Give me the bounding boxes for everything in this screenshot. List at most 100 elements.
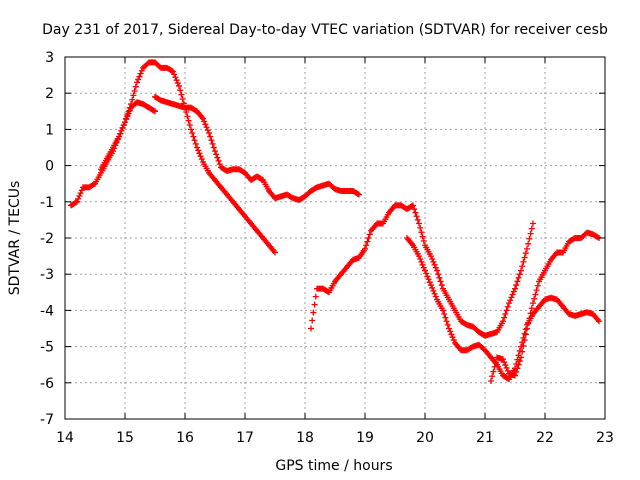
data-point bbox=[128, 101, 134, 108]
data-point bbox=[527, 230, 534, 237]
data-point bbox=[530, 300, 536, 307]
data-point bbox=[520, 258, 527, 265]
series-3 bbox=[152, 93, 362, 203]
data-point bbox=[428, 253, 434, 260]
data-point bbox=[210, 144, 217, 151]
data-point bbox=[136, 73, 143, 80]
data-point bbox=[124, 111, 131, 118]
data-point bbox=[356, 191, 362, 198]
y-tick-label: -5 bbox=[40, 340, 54, 356]
data-point bbox=[365, 235, 372, 241]
data-point bbox=[414, 216, 421, 223]
data-point bbox=[198, 156, 205, 163]
data-point bbox=[527, 310, 534, 317]
data-point bbox=[507, 297, 514, 304]
data-point bbox=[430, 258, 437, 265]
data-point bbox=[447, 328, 454, 335]
data-point bbox=[208, 137, 215, 144]
data-point bbox=[186, 122, 193, 129]
data-point bbox=[518, 354, 524, 361]
data-point bbox=[440, 307, 446, 314]
data-point bbox=[531, 295, 538, 302]
series-6 bbox=[488, 229, 602, 384]
data-point bbox=[309, 317, 316, 324]
y-tick-label: -2 bbox=[40, 231, 54, 247]
data-point bbox=[120, 122, 127, 129]
data-point bbox=[197, 153, 204, 160]
data-point bbox=[117, 130, 124, 137]
data-point bbox=[488, 377, 494, 384]
y-tick-label: -6 bbox=[40, 376, 54, 392]
data-point bbox=[431, 290, 438, 297]
y-tick-label: 0 bbox=[45, 159, 54, 175]
data-point bbox=[425, 276, 432, 283]
data-point bbox=[446, 325, 452, 332]
data-point bbox=[503, 307, 510, 314]
y-tick-label: 3 bbox=[45, 50, 54, 66]
data-point bbox=[416, 220, 422, 227]
data-point bbox=[201, 118, 208, 125]
data-point bbox=[173, 77, 180, 84]
data-point bbox=[521, 337, 528, 344]
data-point bbox=[203, 124, 210, 131]
data-point bbox=[432, 264, 439, 271]
data-point bbox=[530, 220, 536, 227]
data-series bbox=[68, 59, 602, 384]
data-point bbox=[413, 213, 420, 220]
data-point bbox=[525, 320, 532, 327]
data-point bbox=[134, 79, 140, 86]
data-point bbox=[526, 235, 533, 242]
data-point bbox=[185, 117, 192, 124]
data-point bbox=[150, 107, 157, 114]
x-tick-label: 16 bbox=[176, 430, 194, 446]
data-point bbox=[492, 359, 499, 366]
data-point bbox=[119, 124, 126, 131]
data-point bbox=[506, 300, 512, 307]
data-point bbox=[195, 147, 202, 154]
data-point bbox=[312, 293, 319, 300]
data-point bbox=[424, 273, 431, 280]
x-tick-label: 15 bbox=[116, 430, 134, 446]
data-point bbox=[311, 301, 318, 308]
data-point bbox=[524, 325, 530, 332]
data-point bbox=[443, 318, 450, 325]
data-point bbox=[510, 288, 517, 295]
data-point bbox=[194, 144, 200, 151]
data-point bbox=[412, 209, 419, 216]
data-point bbox=[513, 368, 520, 375]
axis-ticks bbox=[64, 56, 606, 420]
data-point bbox=[512, 372, 518, 379]
data-point bbox=[520, 342, 527, 349]
data-point bbox=[522, 250, 529, 257]
data-point bbox=[118, 127, 125, 134]
data-point bbox=[75, 195, 82, 202]
data-point bbox=[436, 274, 443, 281]
grid-lines bbox=[65, 57, 605, 419]
y-tick-label: -3 bbox=[40, 267, 54, 283]
data-point bbox=[135, 76, 142, 83]
data-point bbox=[207, 133, 214, 140]
data-point bbox=[137, 70, 144, 77]
data-point bbox=[429, 284, 436, 291]
data-point bbox=[204, 127, 211, 134]
data-point bbox=[516, 271, 523, 278]
data-point bbox=[116, 133, 122, 140]
data-point bbox=[168, 67, 175, 74]
data-point bbox=[519, 348, 526, 355]
data-point bbox=[214, 154, 221, 161]
data-point bbox=[152, 108, 158, 115]
data-point bbox=[191, 137, 198, 144]
data-point bbox=[196, 150, 203, 157]
data-point bbox=[516, 358, 523, 365]
data-point bbox=[514, 365, 521, 372]
data-point bbox=[212, 148, 218, 155]
data-point bbox=[420, 264, 427, 271]
data-point bbox=[525, 240, 532, 247]
data-point bbox=[513, 282, 520, 289]
data-point bbox=[534, 282, 541, 289]
data-point bbox=[500, 356, 506, 363]
data-point bbox=[364, 238, 371, 245]
data-point bbox=[202, 121, 209, 128]
